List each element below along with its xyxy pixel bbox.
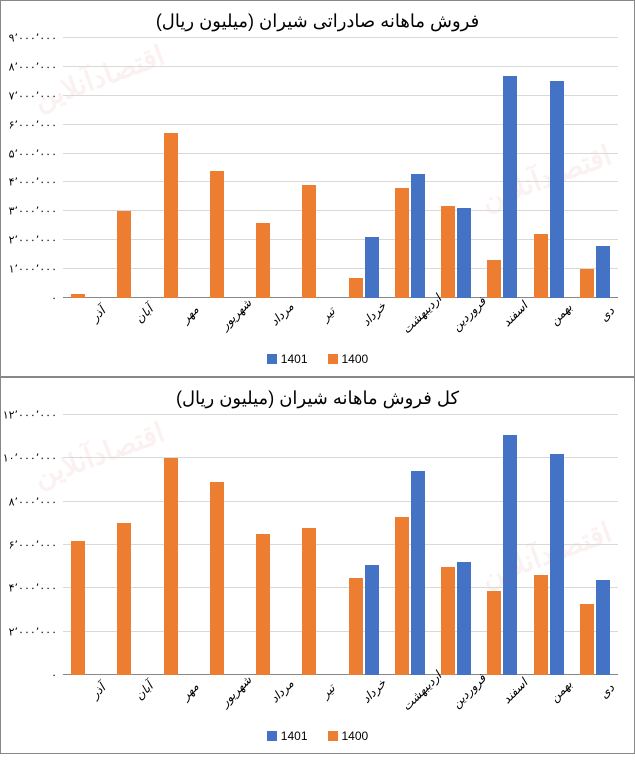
x-axis-labels: دیبهمناسفندفروردیناردیبهشتخردادتیرمردادش… — [1, 298, 634, 346]
bar-1400 — [117, 211, 131, 298]
category-group — [387, 415, 433, 675]
bar-1401 — [503, 76, 517, 298]
bars-area — [63, 415, 618, 675]
bar-1401 — [596, 246, 610, 298]
bar-1400 — [487, 260, 501, 298]
category-group — [387, 38, 433, 298]
plot-area: ۰۱٬۰۰۰٬۰۰۰۲٬۰۰۰٬۰۰۰۳٬۰۰۰٬۰۰۰۴٬۰۰۰٬۰۰۰۵٬۰… — [1, 38, 634, 298]
y-tick-label: ۰ — [51, 669, 63, 682]
bar-1401 — [365, 565, 379, 676]
y-tick-label: ۴٬۰۰۰٬۰۰۰ — [9, 582, 63, 595]
bar-1400 — [580, 269, 594, 298]
y-tick-label: ۸٬۰۰۰٬۰۰۰ — [9, 60, 63, 73]
bar-1401 — [411, 174, 425, 298]
category-group — [479, 415, 525, 675]
category-group — [341, 38, 387, 298]
chart-title: فروش ماهانه صادراتی شیران (میلیون ریال) — [1, 1, 634, 38]
y-tick-label: ۴٬۰۰۰٬۰۰۰ — [9, 176, 63, 189]
bar-1400 — [395, 517, 409, 675]
bar-1400 — [349, 278, 363, 298]
bar-1400 — [441, 206, 455, 298]
bars-area — [63, 38, 618, 298]
legend-item-1401: 1401 — [267, 352, 308, 366]
y-tick-label: ۶٬۰۰۰٬۰۰۰ — [9, 539, 63, 552]
bar-1400 — [441, 567, 455, 675]
category-group — [109, 38, 155, 298]
legend: 1401 1400 — [1, 723, 634, 753]
y-tick-label: ۳٬۰۰۰٬۰۰۰ — [9, 205, 63, 218]
bar-1400 — [302, 528, 316, 675]
chart-title: کل فروش ماهانه شیران (میلیون ریال) — [1, 378, 634, 415]
category-group — [479, 38, 525, 298]
x-axis-labels: دیبهمناسفندفروردیناردیبهشتخردادتیرمردادش… — [1, 675, 634, 723]
bar-1400 — [164, 133, 178, 298]
legend-item-1400: 1400 — [328, 352, 369, 366]
bar-1400 — [395, 188, 409, 298]
category-group — [202, 415, 248, 675]
bar-1400 — [210, 171, 224, 298]
category-group — [526, 38, 572, 298]
category-group — [63, 415, 109, 675]
category-group — [294, 38, 340, 298]
bar-1401 — [365, 237, 379, 298]
category-group — [248, 38, 294, 298]
bar-1401 — [596, 580, 610, 675]
y-tick-label: ۱۲٬۰۰۰٬۰۰۰ — [3, 409, 63, 422]
bar-1401 — [457, 208, 471, 298]
y-tick-label: ۲٬۰۰۰٬۰۰۰ — [9, 234, 63, 247]
y-tick-label: ۱۰٬۰۰۰٬۰۰۰ — [3, 452, 63, 465]
bar-1400 — [349, 578, 363, 676]
bar-1400 — [487, 591, 501, 676]
category-group — [294, 415, 340, 675]
category-group — [156, 38, 202, 298]
y-tick-label: ۹٬۰۰۰٬۰۰۰ — [9, 32, 63, 45]
category-group — [433, 415, 479, 675]
category-group — [572, 38, 618, 298]
bar-1401 — [411, 471, 425, 675]
bar-1400 — [580, 604, 594, 676]
legend-item-1400: 1400 — [328, 729, 369, 743]
bar-1400 — [71, 541, 85, 675]
category-group — [526, 415, 572, 675]
category-group — [109, 415, 155, 675]
y-tick-label: ۸٬۰۰۰٬۰۰۰ — [9, 495, 63, 508]
bar-1401 — [503, 435, 517, 676]
bar-1401 — [550, 81, 564, 298]
legend-label: 1400 — [342, 729, 369, 743]
y-tick-label: ۶٬۰۰۰٬۰۰۰ — [9, 118, 63, 131]
bar-1400 — [117, 523, 131, 675]
category-group — [341, 415, 387, 675]
legend: 1401 1400 — [1, 346, 634, 376]
y-tick-label: ۵٬۰۰۰٬۰۰۰ — [9, 147, 63, 160]
bar-1400 — [71, 294, 85, 298]
bar-1400 — [210, 482, 224, 675]
legend-label: 1400 — [342, 352, 369, 366]
category-group — [572, 415, 618, 675]
bar-1401 — [457, 562, 471, 675]
total-sales-chart-panel: اقتصادآنلاین اقتصادآنلاین کل فروش ماهانه… — [0, 377, 635, 754]
category-group — [156, 415, 202, 675]
bar-1400 — [164, 458, 178, 675]
bar-1400 — [256, 534, 270, 675]
y-tick-label: ۰ — [51, 292, 63, 305]
y-tick-label: ۲٬۰۰۰٬۰۰۰ — [9, 625, 63, 638]
y-tick-label: ۱٬۰۰۰٬۰۰۰ — [9, 263, 63, 276]
category-group — [248, 415, 294, 675]
category-group — [433, 38, 479, 298]
legend-item-1401: 1401 — [267, 729, 308, 743]
legend-swatch-1401 — [267, 731, 277, 741]
bar-1400 — [256, 223, 270, 298]
bar-1400 — [302, 185, 316, 298]
legend-swatch-1401 — [267, 354, 277, 364]
category-group — [63, 38, 109, 298]
plot-area: ۰۲٬۰۰۰٬۰۰۰۴٬۰۰۰٬۰۰۰۶٬۰۰۰٬۰۰۰۸٬۰۰۰٬۰۰۰۱۰٬… — [1, 415, 634, 675]
bar-1400 — [534, 575, 548, 675]
export-sales-chart-panel: اقتصادآنلاین اقتصادآنلاین فروش ماهانه صا… — [0, 0, 635, 377]
bar-1401 — [550, 454, 564, 675]
bar-1400 — [534, 234, 548, 298]
category-group — [202, 38, 248, 298]
y-tick-label: ۷٬۰۰۰٬۰۰۰ — [9, 89, 63, 102]
